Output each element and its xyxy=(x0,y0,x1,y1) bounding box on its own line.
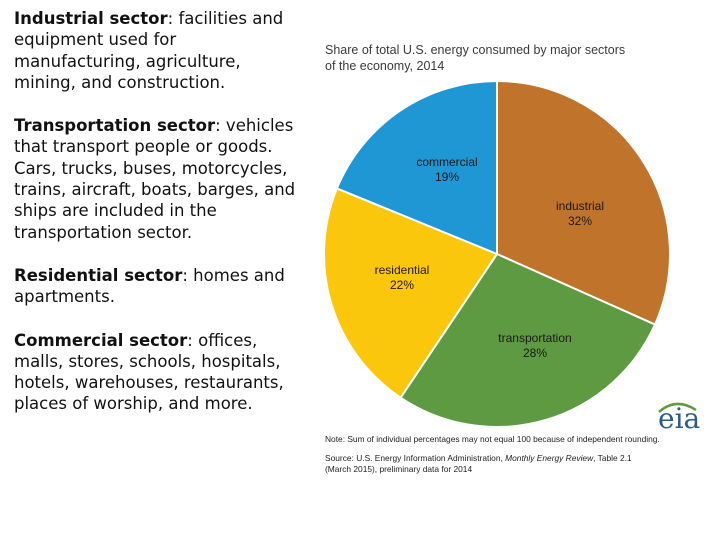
pie-slices xyxy=(323,79,671,428)
eia-logo-swoosh xyxy=(658,402,697,413)
slice-value-commercial: 19% xyxy=(435,170,459,184)
slice-value-industrial: 32% xyxy=(568,214,592,228)
definition-transportation: Transportation sector: vehicles that tra… xyxy=(14,115,304,243)
chart-source: Source: U.S. Energy Information Administ… xyxy=(325,453,632,463)
chart-title-line-2: of the economy, 2014 xyxy=(325,59,444,73)
chart-title-line-1: Share of total U.S. energy consumed by m… xyxy=(325,43,625,57)
chart-source-date: (March 2015), preliminary data for 2014 xyxy=(325,464,472,474)
pie-slice-residential xyxy=(323,187,499,400)
definition-commercial: Commercial sector: offices, malls, store… xyxy=(14,330,304,415)
source-suffix: , Table 2.1 xyxy=(593,453,632,463)
slice-label-transportation: transportation xyxy=(498,331,571,345)
definition-term: Transportation sector xyxy=(14,116,216,136)
pie-slice-commercial xyxy=(335,79,498,256)
eia-logo-text: eia xyxy=(658,402,700,435)
sector-definitions: Industrial sector: facilities and equipm… xyxy=(14,8,304,437)
definition-text: : offices, malls, stores, schools, hospi… xyxy=(14,330,284,414)
definition-residential: Residential sector: homes and apartments… xyxy=(14,265,304,308)
definition-term: Industrial sector xyxy=(14,9,168,28)
slice-value-residential: 22% xyxy=(390,278,414,292)
chart-note: Note: Sum of individual percentages may … xyxy=(325,434,660,444)
pie-slice-industrial xyxy=(496,79,671,326)
slice-label-industrial: industrial xyxy=(556,199,604,213)
pie-slice-transportation xyxy=(399,252,657,428)
eia-logo: eia xyxy=(658,402,700,435)
definition-text: : homes and apartments. xyxy=(14,265,285,307)
definition-text: : vehicles that transport people or good… xyxy=(14,116,296,242)
definition-text: : facilities and equipment used for manu… xyxy=(14,9,284,92)
definition-industrial: Industrial sector: facilities and equipm… xyxy=(14,8,304,93)
slice-value-transportation: 28% xyxy=(523,346,547,360)
slice-label-residential: residential xyxy=(375,263,430,277)
definition-term: Residential sector xyxy=(14,265,183,285)
slice-label-commercial: commercial xyxy=(416,155,477,169)
source-publication: Monthly Energy Review xyxy=(505,453,594,463)
source-prefix: Source: U.S. Energy Information Administ… xyxy=(325,453,505,463)
definition-term: Commercial sector xyxy=(14,330,188,350)
